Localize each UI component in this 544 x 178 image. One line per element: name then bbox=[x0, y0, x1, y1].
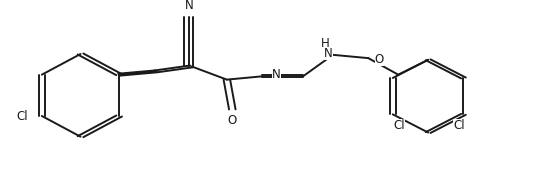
Text: H: H bbox=[320, 37, 329, 50]
Text: Cl: Cl bbox=[453, 119, 465, 132]
Text: N: N bbox=[272, 68, 281, 81]
Text: N: N bbox=[184, 0, 193, 12]
Text: Cl: Cl bbox=[17, 109, 28, 122]
Text: O: O bbox=[375, 53, 384, 66]
Text: O: O bbox=[228, 114, 237, 127]
Text: N: N bbox=[324, 47, 333, 60]
Text: Cl: Cl bbox=[393, 119, 405, 132]
